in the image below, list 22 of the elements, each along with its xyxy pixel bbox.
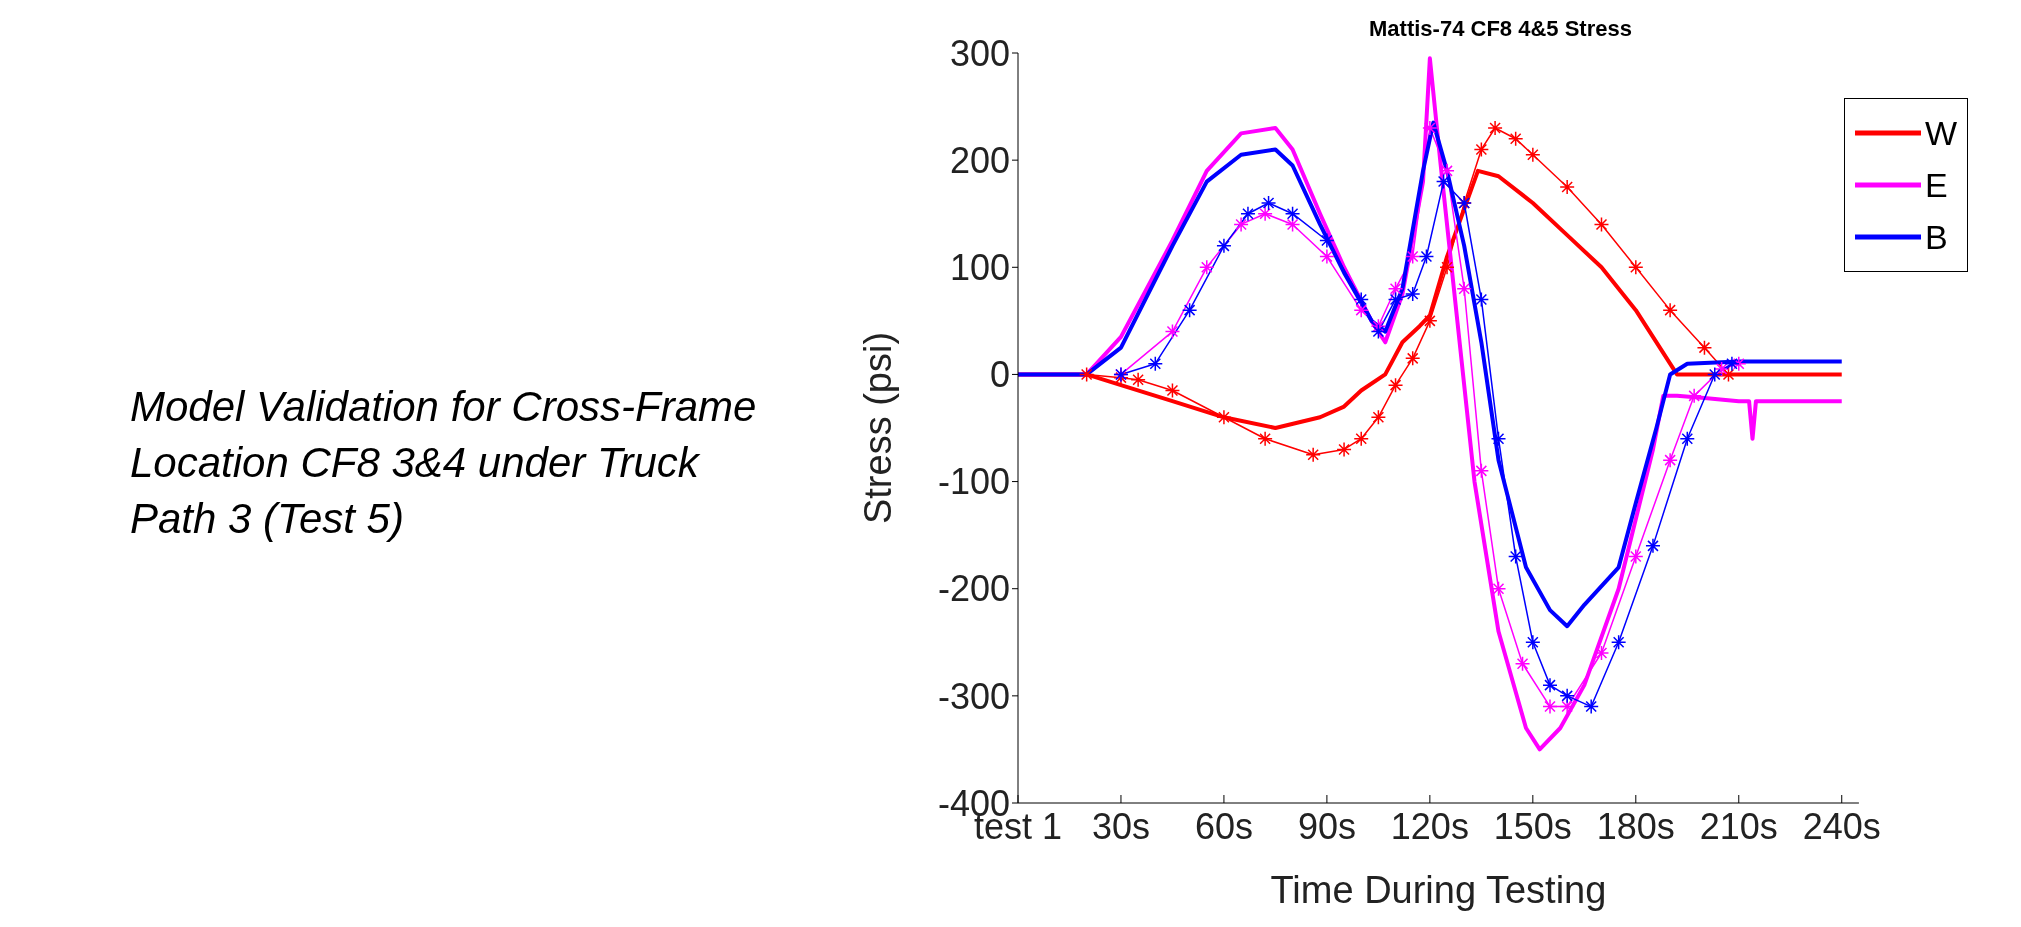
legend-label: B xyxy=(1924,217,1948,258)
x-tick-label: 240s xyxy=(1802,805,1881,847)
x-tick-label: 210s xyxy=(1699,805,1778,847)
y-axis-title: Stress (psi) xyxy=(857,331,900,525)
x-axis-title: Time During Testing xyxy=(1270,869,1607,911)
x-tick-label: 60s xyxy=(1194,805,1253,847)
y-tick-label: 0 xyxy=(989,354,1010,396)
y-tick-label: -200 xyxy=(937,568,1010,610)
y-tick-label: 100 xyxy=(949,247,1010,289)
legend-label: E xyxy=(1924,165,1948,206)
x-tick-label: 120s xyxy=(1390,805,1469,847)
x-tick-label: 90s xyxy=(1297,805,1356,847)
x-tick-label: 180s xyxy=(1596,805,1675,847)
y-tick-label: -100 xyxy=(937,461,1010,503)
text: Model Validation for Cross-Frame Location CF8 3&4 under Truck Path 3 (Test 5) xyxy=(130,382,758,544)
y-tick-label: 300 xyxy=(949,32,1010,74)
x-tick-label: 30s xyxy=(1091,805,1150,847)
chart-title: Mattis-74 CF8 4&5 Stress xyxy=(1368,16,1633,42)
x-tick-label: 150s xyxy=(1493,805,1572,847)
y-tick-label: -300 xyxy=(937,675,1010,717)
legend-label: W xyxy=(1924,113,1957,154)
y-tick-label: 200 xyxy=(949,139,1010,181)
